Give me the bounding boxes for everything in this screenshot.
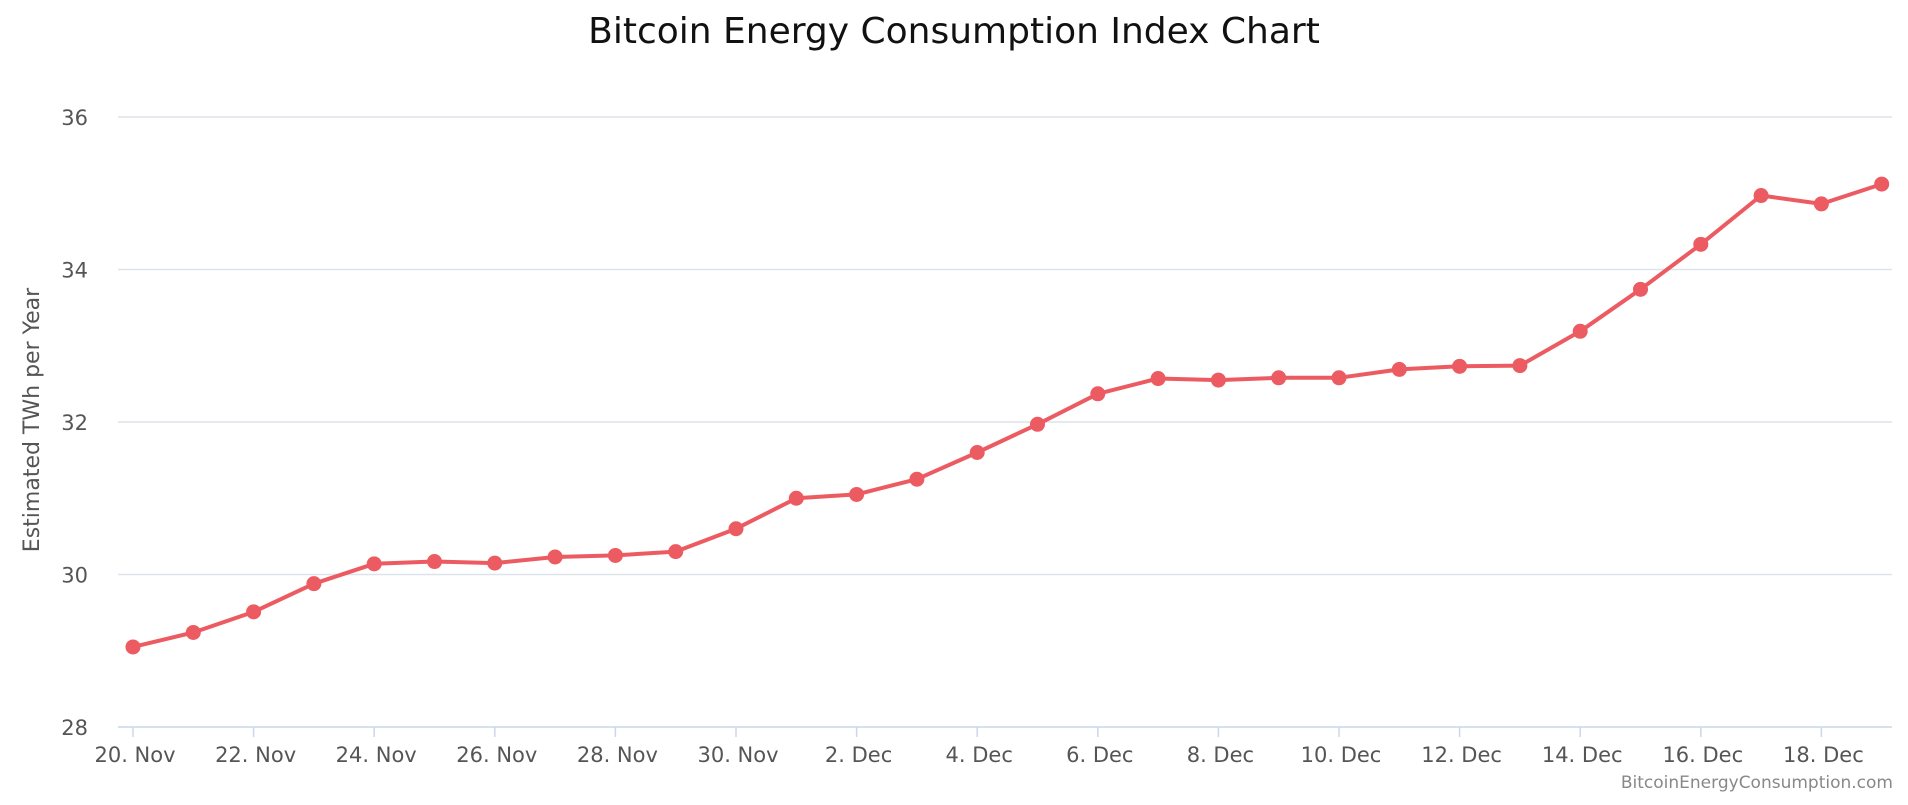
y-gridlines (118, 116, 1892, 576)
data-point[interactable] (1452, 358, 1468, 374)
x-axis (118, 726, 1892, 737)
x-tick-label: 2. Dec (825, 743, 892, 767)
y-axis-tick-labels: 28 30 32 34 36 (61, 106, 88, 740)
data-point[interactable] (668, 544, 684, 560)
x-tick-label: 20. Nov (94, 743, 175, 767)
data-point[interactable] (1090, 386, 1106, 402)
data-point[interactable] (849, 486, 865, 502)
data-point[interactable] (788, 490, 804, 506)
x-tick-label: 10. Dec (1301, 743, 1382, 767)
y-tick-label: 32 (61, 411, 88, 435)
x-axis-tick-labels: 20. Nov 22. Nov 24. Nov 26. Nov 28. Nov 30. N… (94, 743, 1863, 767)
x-tick-label: 6. Dec (1066, 743, 1133, 767)
data-point[interactable] (547, 549, 563, 565)
data-point[interactable] (728, 521, 744, 537)
y-axis-title: Estimated TWh per Year (20, 287, 45, 552)
data-point[interactable] (1271, 370, 1287, 386)
x-tick-label: 4. Dec (946, 743, 1013, 767)
data-point[interactable] (1210, 372, 1226, 388)
data-point[interactable] (306, 576, 322, 592)
x-tick-label: 24. Nov (336, 743, 417, 767)
series-line (131, 182, 1884, 649)
data-point[interactable] (1753, 188, 1769, 204)
x-tick-label: 28. Nov (577, 743, 658, 767)
data-point[interactable] (1874, 176, 1890, 192)
data-point[interactable] (185, 624, 201, 640)
x-tick-label: 14. Dec (1542, 743, 1623, 767)
x-tick-label: 16. Dec (1662, 743, 1743, 767)
data-point[interactable] (1633, 281, 1648, 297)
data-point[interactable] (1030, 416, 1045, 432)
data-point[interactable] (1813, 196, 1829, 212)
x-tick-label: 30. Nov (697, 743, 778, 767)
y-tick-label: 36 (61, 106, 88, 130)
data-point[interactable] (125, 639, 141, 655)
data-point[interactable] (1572, 323, 1588, 339)
data-point[interactable] (1512, 358, 1528, 374)
x-tick-label: 22. Nov (215, 743, 296, 767)
y-tick-label: 34 (61, 259, 88, 283)
data-point[interactable] (607, 547, 623, 563)
x-tick-label: 8. Dec (1187, 743, 1254, 767)
data-point[interactable] (487, 555, 503, 571)
data-point[interactable] (969, 445, 985, 460)
data-point[interactable] (1331, 370, 1347, 386)
data-point[interactable] (1150, 371, 1166, 387)
x-tick-label: 26. Nov (456, 743, 537, 767)
data-point[interactable] (246, 604, 262, 620)
series-group (125, 176, 1890, 655)
x-tick-label: 18. Dec (1783, 743, 1864, 767)
x-tick-label: 12. Dec (1421, 743, 1502, 767)
data-point[interactable] (909, 471, 925, 487)
data-point[interactable] (1693, 236, 1709, 252)
y-tick-label: 28 (61, 716, 88, 740)
data-point[interactable] (427, 554, 442, 570)
y-tick-label: 30 (61, 564, 88, 588)
data-point[interactable] (366, 556, 382, 572)
chart-title: Bitcoin Energy Consumption Index Chart (588, 11, 1320, 52)
data-point[interactable] (1391, 361, 1407, 377)
chart-credit: BitcoinEnergyConsumption.com (1621, 773, 1893, 793)
